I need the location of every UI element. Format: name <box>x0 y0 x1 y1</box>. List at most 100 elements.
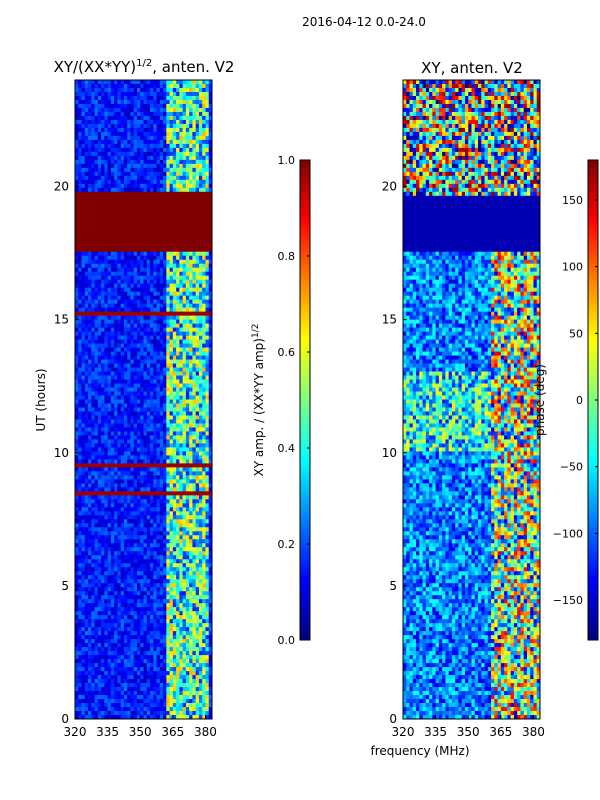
heatmap-cell <box>192 535 197 540</box>
heatmap-cell <box>163 443 167 448</box>
heatmap-cell <box>81 95 86 101</box>
heatmap-cell <box>156 515 161 520</box>
heatmap-cell <box>123 163 128 169</box>
heatmap-cell <box>110 235 115 241</box>
heatmap-cell <box>75 471 79 476</box>
heatmap-cell <box>182 499 187 504</box>
heatmap-cell <box>127 107 131 113</box>
heatmap-cell <box>117 439 122 444</box>
heatmap-cell <box>101 359 105 364</box>
heatmap-cell <box>91 323 95 329</box>
heatmap-cell <box>84 527 89 532</box>
heatmap-cell <box>94 511 99 516</box>
heatmap-cell <box>205 167 210 173</box>
heatmap-cell <box>91 159 95 165</box>
heatmap-cell <box>143 315 148 321</box>
heatmap-cell <box>88 155 92 161</box>
heatmap-cell <box>172 231 177 237</box>
heatmap-cell <box>195 395 200 400</box>
heatmap-cell <box>136 335 141 340</box>
heatmap-cell <box>169 139 174 145</box>
heatmap-cell <box>94 131 99 137</box>
heatmap-cell <box>143 487 148 492</box>
heatmap-cell <box>101 103 105 109</box>
heatmap-cell <box>166 311 170 317</box>
heatmap-cell <box>75 135 79 141</box>
heatmap-cell <box>185 211 190 217</box>
heatmap-cell <box>163 147 167 153</box>
heatmap-cell <box>117 523 122 528</box>
heatmap-cell <box>205 491 210 496</box>
heatmap-cell <box>123 543 128 548</box>
heatmap-cell <box>91 239 95 245</box>
heatmap-cell <box>117 135 122 141</box>
heatmap-cell <box>185 195 190 201</box>
heatmap-cell <box>153 387 157 392</box>
heatmap-cell <box>136 535 141 540</box>
heatmap-cell <box>75 451 79 456</box>
heatmap-cell <box>123 187 128 193</box>
heatmap-cell <box>107 535 112 540</box>
heatmap-cell <box>81 307 86 313</box>
heatmap-cell <box>120 187 125 193</box>
heatmap-cell <box>114 191 118 197</box>
heatmap-cell <box>146 335 151 340</box>
heatmap-cell <box>88 503 92 508</box>
heatmap-cell <box>166 339 170 344</box>
heatmap-cell <box>166 191 170 197</box>
heatmap-cell <box>94 191 99 197</box>
heatmap-cell <box>202 387 206 392</box>
heatmap-cell <box>143 143 148 149</box>
heatmap-cell <box>159 315 164 321</box>
heatmap-cell <box>153 343 157 348</box>
heatmap-cell <box>208 375 213 380</box>
heatmap-cell <box>159 439 164 444</box>
heatmap-cell <box>84 331 89 336</box>
heatmap-cell <box>176 119 180 125</box>
heatmap-cell <box>120 183 125 189</box>
heatmap-cell <box>88 515 92 520</box>
heatmap-cell <box>150 439 154 444</box>
heatmap-cell <box>84 80 89 85</box>
heatmap-cell <box>182 195 187 201</box>
heatmap-cell <box>195 99 200 105</box>
heatmap-cell <box>91 435 95 440</box>
heatmap-cell <box>94 439 99 444</box>
heatmap-cell <box>156 247 161 253</box>
heatmap-cell <box>205 319 210 325</box>
heatmap-cell <box>123 203 128 209</box>
heatmap-cell <box>88 511 92 516</box>
heatmap-cell <box>153 551 157 556</box>
heatmap-cell <box>91 307 95 313</box>
heatmap-cell <box>107 283 112 289</box>
heatmap-cell <box>156 147 161 153</box>
heatmap-cell <box>136 439 141 444</box>
heatmap-cell <box>88 339 92 344</box>
heatmap-cell <box>123 335 128 340</box>
heatmap-cell <box>202 467 206 472</box>
heatmap-cell <box>202 287 206 293</box>
heatmap-cell <box>202 191 206 197</box>
heatmap-cell <box>127 231 131 237</box>
heatmap-cell <box>97 259 102 265</box>
heatmap-cell <box>75 91 79 97</box>
heatmap-cell <box>153 331 157 336</box>
heatmap-cell <box>143 471 148 476</box>
heatmap-cell <box>202 311 206 317</box>
heatmap-cell <box>146 103 151 109</box>
heatmap-cell <box>189 379 193 384</box>
heatmap-cell <box>133 459 138 464</box>
heatmap-cell <box>88 99 92 105</box>
heatmap-cell <box>176 279 180 285</box>
heatmap-cell <box>88 427 92 432</box>
heatmap-cell <box>101 535 105 540</box>
heatmap-cell <box>202 119 206 125</box>
heatmap-cell <box>117 91 122 97</box>
heatmap-cell <box>127 523 131 528</box>
heatmap-cell <box>136 499 141 504</box>
heatmap-cell <box>146 451 151 456</box>
heatmap-cell <box>143 523 148 528</box>
heatmap-cell <box>153 247 157 253</box>
heatmap-cell <box>117 191 122 197</box>
heatmap-cell <box>176 179 180 185</box>
